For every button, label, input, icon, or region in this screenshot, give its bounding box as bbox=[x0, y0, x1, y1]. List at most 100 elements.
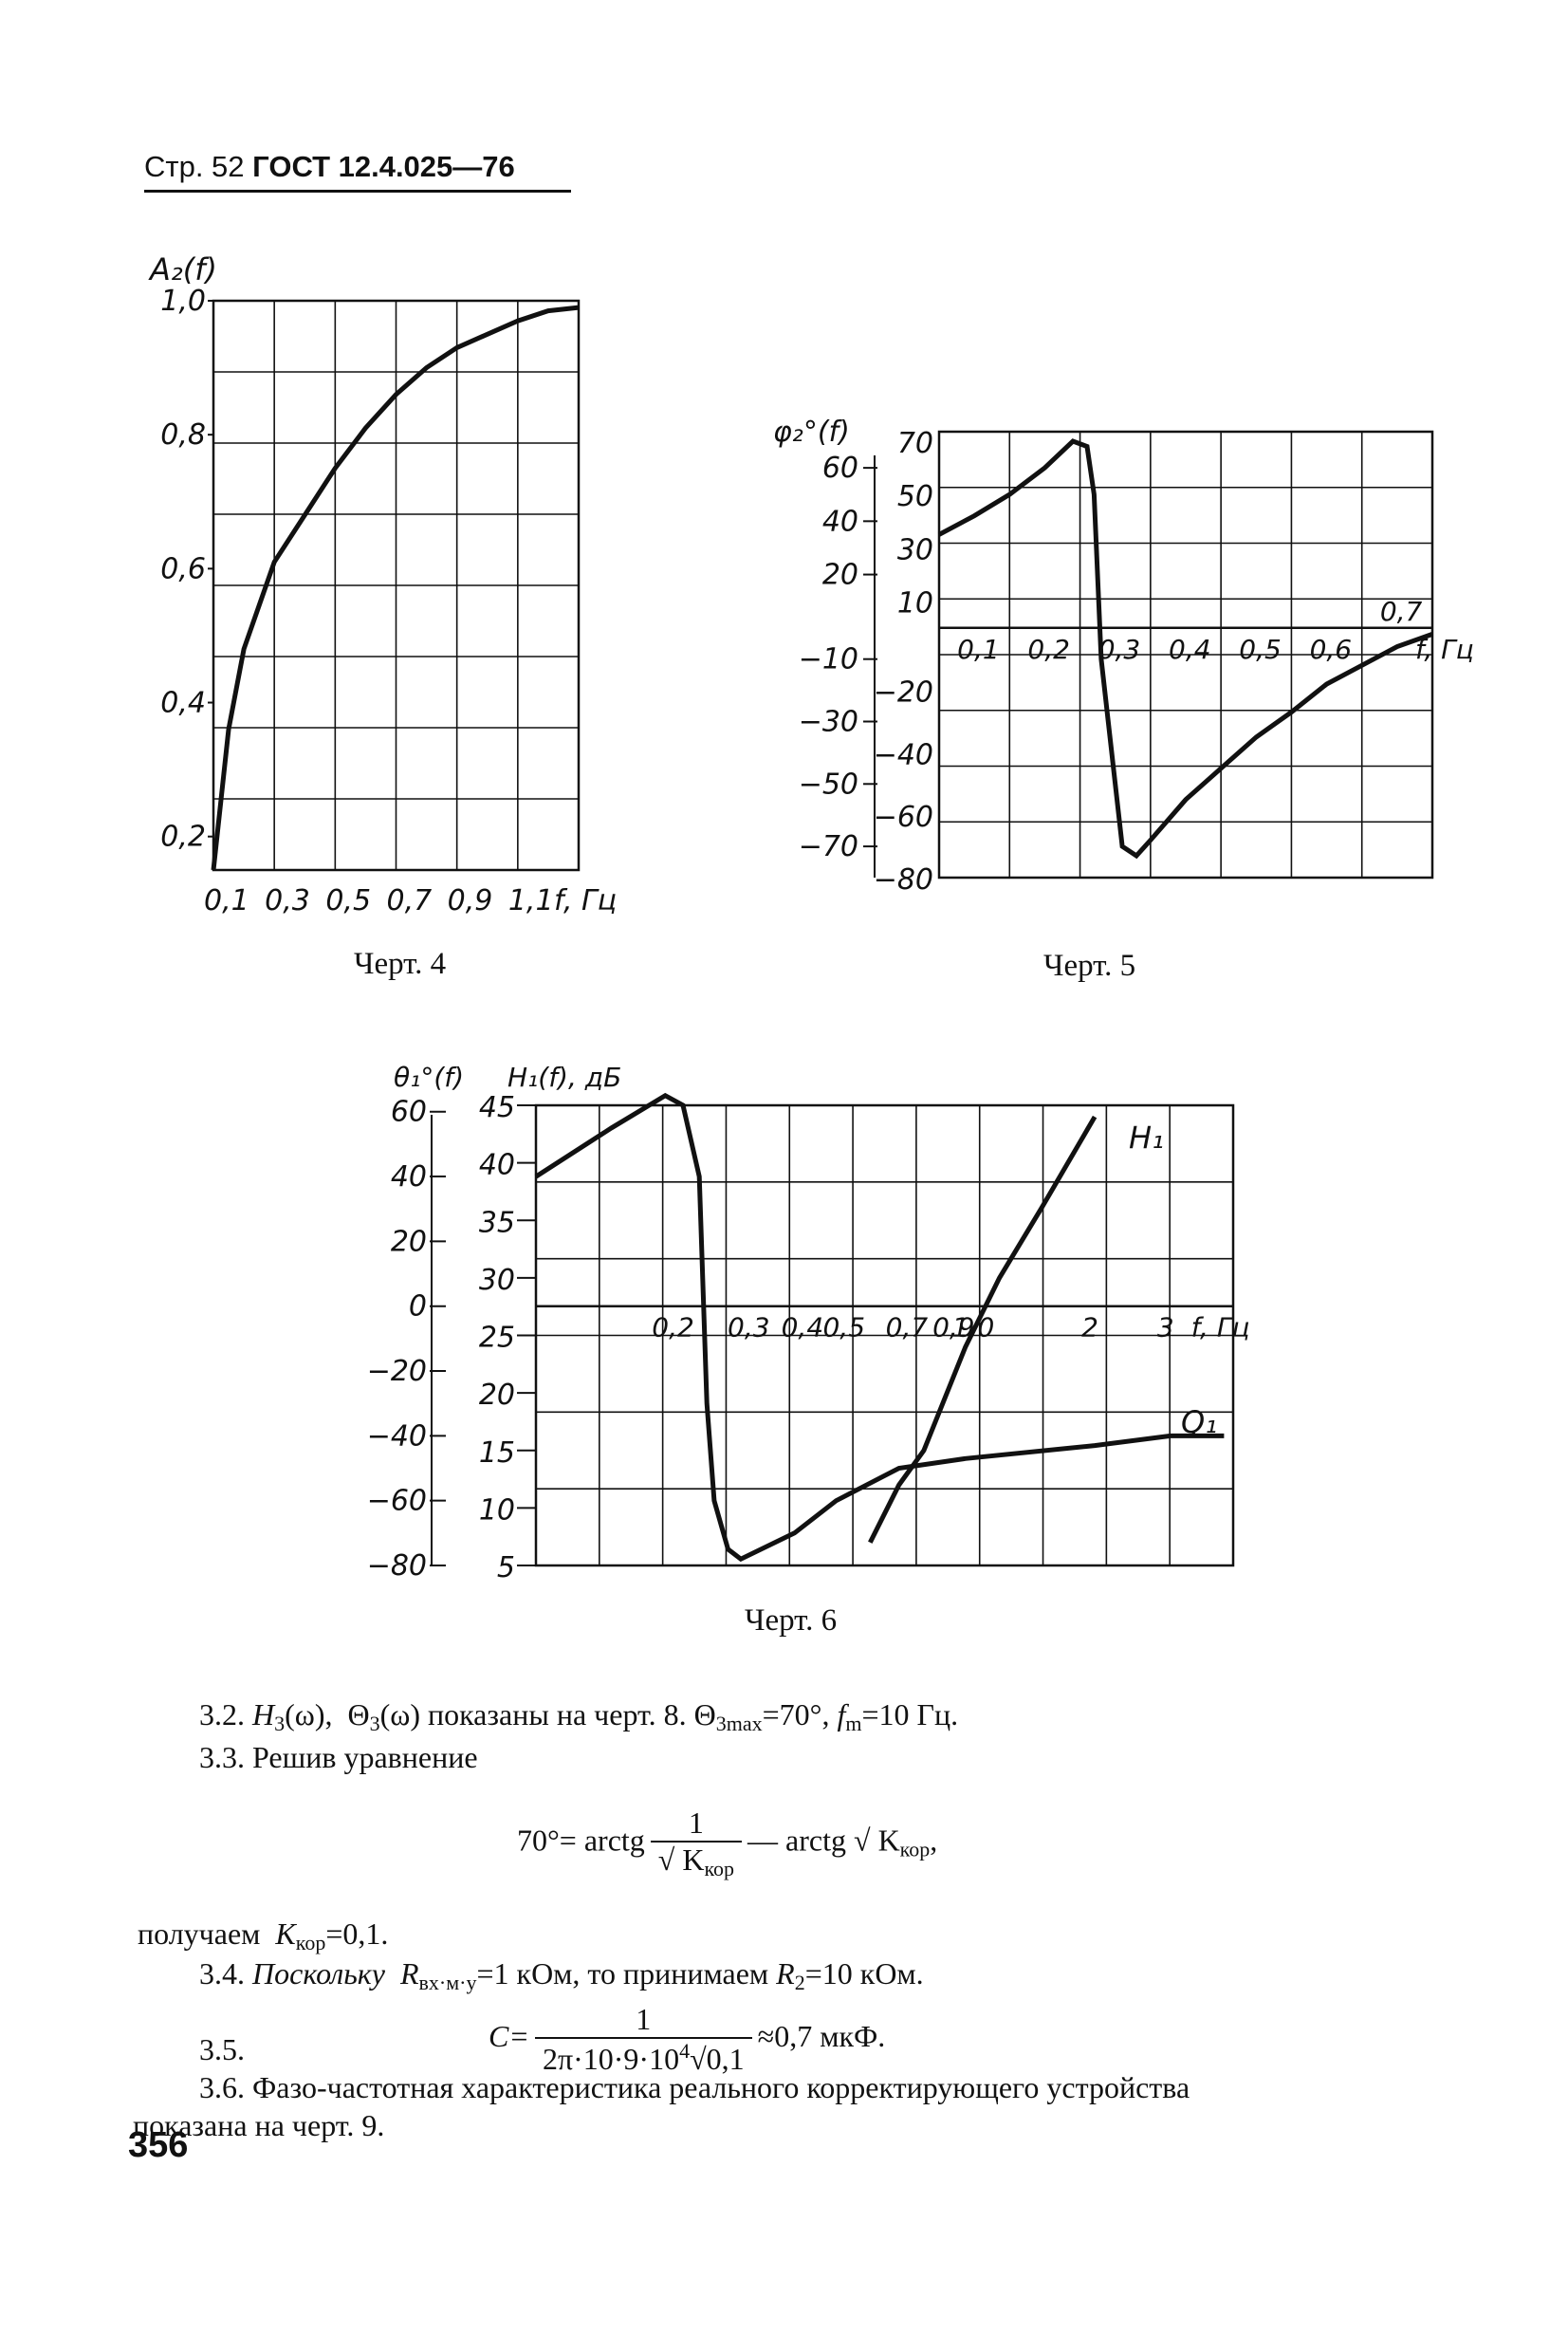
fig6-y-tick-h: 5 bbox=[497, 1551, 515, 1584]
fig6-x-tick: 0,2 bbox=[652, 1312, 694, 1343]
fig4-x-tick: 0,1 bbox=[204, 884, 249, 917]
fig6-y-tick-h: 10 bbox=[479, 1493, 515, 1527]
p34-text1: Поскольку bbox=[252, 1956, 385, 1991]
equation-1: 70°= arctg 1 √ Kкор — arctg √ Kкор, bbox=[517, 1806, 937, 1881]
fig6-x-tick: 1,0 bbox=[952, 1312, 995, 1343]
fig5-y-tick-inner: −80 bbox=[874, 863, 933, 897]
eq-end: , bbox=[930, 1823, 938, 1858]
fig5-y-tick-outer: −10 bbox=[799, 643, 858, 676]
fig5-y-tick-outer: 60 bbox=[822, 452, 858, 485]
eq-den-sub: кор bbox=[704, 1857, 735, 1880]
p32-end: =10 Гц. bbox=[861, 1697, 959, 1732]
fig6-y-tick-theta: 20 bbox=[391, 1225, 427, 1258]
p34-prefix: 3.4. bbox=[199, 1956, 245, 1991]
fig6-label-q1: Q₁ bbox=[1181, 1404, 1217, 1440]
p34-r: R bbox=[399, 1956, 419, 1991]
fig5-caption: Черт. 5 bbox=[1043, 949, 1136, 983]
fig6-x-tick: 0,7 bbox=[886, 1312, 929, 1343]
result-k-sub: кор bbox=[295, 1931, 326, 1954]
fig5-y-tick-inner: 30 bbox=[897, 533, 933, 566]
equation-2: C= 1 2π·10·9·104√0,1 ≈0,7 мкФ. bbox=[489, 2002, 885, 2077]
page-number-header: Стр. 52 bbox=[144, 150, 245, 183]
fig5-grid bbox=[937, 430, 1434, 880]
fig6-ylabel-theta: θ₁°(f) bbox=[394, 1062, 464, 1093]
p32-theta-sub: 3 bbox=[369, 1712, 380, 1735]
paragraph-3-2: 3.2. H3(ω), Θ3(ω) показаны на черт. 8. Θ… bbox=[199, 1695, 958, 1743]
fig6-curve-q1 bbox=[534, 1092, 1225, 1563]
figure-4-chart: A₂(f) 0,2 0,4 0,6 0,8 1,0 0,1 0,3 0,5 0,7 0,9 1,1… bbox=[148, 251, 617, 917]
fig5-y-tick-outer: 40 bbox=[822, 505, 858, 538]
fig5-y-tick-inner: −60 bbox=[874, 801, 933, 834]
fig6-y-ticks: 60 40 20 0 −20 −40 −60 −80 45 40 35 30 25 20 15 10 5 bbox=[367, 1091, 536, 1584]
fig4-x-tick: 0,9 bbox=[448, 884, 493, 917]
fig6-label-h1: H₁ bbox=[1129, 1120, 1164, 1156]
page-header: Стр. 52 ГОСТ 12.4.025—76 bbox=[144, 150, 515, 184]
p34-r2-sub: 2 bbox=[794, 1971, 805, 1994]
p35-den-sup: 4 bbox=[679, 2039, 691, 2063]
fig6-y-tick-h: 20 bbox=[479, 1379, 515, 1412]
fig4-x-ticks: 0,1 0,3 0,5 0,7 0,9 1,1 f, Гц bbox=[204, 884, 617, 917]
fig6-y-tick-h: 25 bbox=[479, 1322, 515, 1355]
fig6-x-tick: 3 bbox=[1157, 1312, 1174, 1343]
fig4-y-tick: 1,0 bbox=[160, 285, 206, 318]
result-prefix: получаем bbox=[138, 1917, 261, 1951]
fig6-y-tick-theta: −40 bbox=[367, 1419, 427, 1453]
fig4-grid bbox=[212, 299, 581, 872]
fig6-ylabel-h: H₁(f), дБ bbox=[507, 1062, 621, 1093]
p32-theta: Θ bbox=[347, 1697, 370, 1732]
fig4-x-tick: 1,1 bbox=[508, 884, 554, 917]
fig6-y-tick-h: 15 bbox=[479, 1436, 515, 1470]
fig6-x-tick: 2 bbox=[1081, 1312, 1098, 1343]
result-line: получаем Kкор=0,1. bbox=[138, 1915, 388, 1962]
figure-5-chart: φ₂°(f) 60 40 20 −10 −30 −50 −70 70 50 30 10 −20 −40 −… bbox=[773, 416, 1474, 897]
fig6-y-tick-h: 40 bbox=[479, 1149, 515, 1182]
figure-6-chart: θ₁°(f) H₁(f), дБ 60 40 20 0 −20 −40 −60 −80 45 40… bbox=[367, 1062, 1250, 1584]
fig4-x-tick: 0,5 bbox=[325, 884, 371, 917]
paragraph-3-4: 3.4. Поскольку Rвх·м·у=1 кОм, то принима… bbox=[199, 1954, 924, 2002]
fig5-ylabel: φ₂°(f) bbox=[773, 416, 850, 449]
fig5-y-tick-inner: −20 bbox=[874, 676, 933, 710]
p32-val: =70°, bbox=[762, 1697, 830, 1732]
p34-r2: R bbox=[776, 1956, 795, 1991]
paragraph-3-3: 3.3. Решив уравнение bbox=[199, 1740, 478, 1774]
p32-f: f bbox=[837, 1697, 846, 1732]
fig6-y-tick-theta: 40 bbox=[391, 1160, 427, 1194]
fig6-y-tick-theta: 60 bbox=[391, 1096, 427, 1129]
p35-fraction: 1 2π·10·9·104√0,1 bbox=[534, 2002, 752, 2077]
fig5-x-tick: f, Гц bbox=[1415, 634, 1474, 665]
header-rule bbox=[144, 190, 571, 193]
fig4-caption: Черт. 4 bbox=[354, 947, 447, 981]
fig6-y-tick-theta: −20 bbox=[367, 1355, 427, 1388]
fig6-curve-h1 bbox=[868, 1115, 1098, 1544]
fig6-x-tick: 0,4 bbox=[782, 1312, 824, 1343]
fig5-y-tick-inner: 70 bbox=[897, 427, 933, 460]
p32-h-sub: 3 bbox=[274, 1712, 286, 1735]
fig5-y-tick-outer: −30 bbox=[799, 706, 858, 739]
p32-theta-2: Θ bbox=[693, 1697, 716, 1732]
fig6-y-tick-h: 45 bbox=[479, 1091, 515, 1124]
fig6-y-tick-theta: −60 bbox=[367, 1485, 427, 1518]
fig4-ylabel: A₂(f) bbox=[148, 251, 217, 287]
eq-left: 70°= arctg bbox=[517, 1823, 645, 1858]
fig6-y-tick-theta: −80 bbox=[367, 1549, 427, 1583]
page-number: 356 bbox=[128, 2125, 189, 2165]
fig6-x-tick: 0,3 bbox=[728, 1312, 770, 1343]
fig5-x-tick: 0,7 bbox=[1380, 596, 1423, 627]
fig5-x-tick: 0,1 bbox=[957, 634, 1000, 665]
fig5-y-tick-outer: −50 bbox=[799, 768, 858, 801]
p35-den: 2π·10·9·10 bbox=[542, 2042, 680, 2076]
fig6-x-tick: 0,9 bbox=[932, 1312, 975, 1343]
fig5-y-tick-inner: 50 bbox=[897, 480, 933, 513]
fig6-x-tick: 0,5 bbox=[822, 1312, 865, 1343]
fig5-y-tick-outer: 20 bbox=[822, 559, 858, 592]
fig5-x-tick: 0,5 bbox=[1239, 634, 1282, 665]
eq-fraction: 1 √ Kкор bbox=[650, 1806, 743, 1881]
p32-mid: (ω) показаны на черт. 8. bbox=[379, 1697, 687, 1732]
fig4-x-tick: 0,3 bbox=[265, 884, 310, 917]
paragraph-3-6-line2: показана на черт. 9. bbox=[133, 2108, 385, 2142]
p34-val: =1 кОм, то принимаем bbox=[476, 1956, 769, 1991]
fig5-x-tick: 0,2 bbox=[1027, 634, 1070, 665]
fig6-caption: Черт. 6 bbox=[745, 1603, 838, 1638]
fig5-y-tick-inner: 10 bbox=[897, 587, 933, 620]
fig4-y-tick: 0,8 bbox=[160, 418, 206, 452]
